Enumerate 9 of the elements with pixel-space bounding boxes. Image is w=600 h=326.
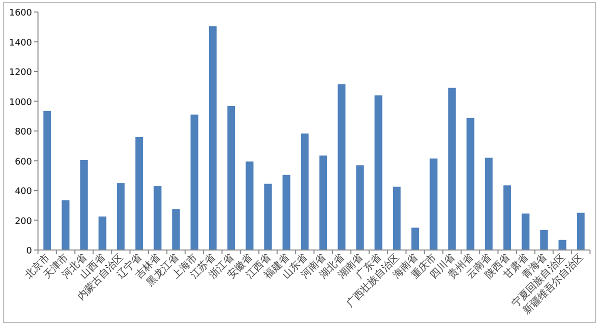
y-tick-label: 200 bbox=[14, 216, 32, 227]
y-tick-label: 1400 bbox=[9, 38, 32, 48]
y-tick-label: 600 bbox=[14, 157, 32, 168]
y-tick-label: 1200 bbox=[9, 68, 32, 78]
y-tick-label: 400 bbox=[14, 187, 32, 197]
y-tick-label: 800 bbox=[14, 128, 32, 138]
y-tick-label: 1000 bbox=[9, 98, 32, 108]
y-tick-label: 1600 bbox=[9, 8, 32, 18]
y-tick-label: 0 bbox=[26, 246, 32, 256]
